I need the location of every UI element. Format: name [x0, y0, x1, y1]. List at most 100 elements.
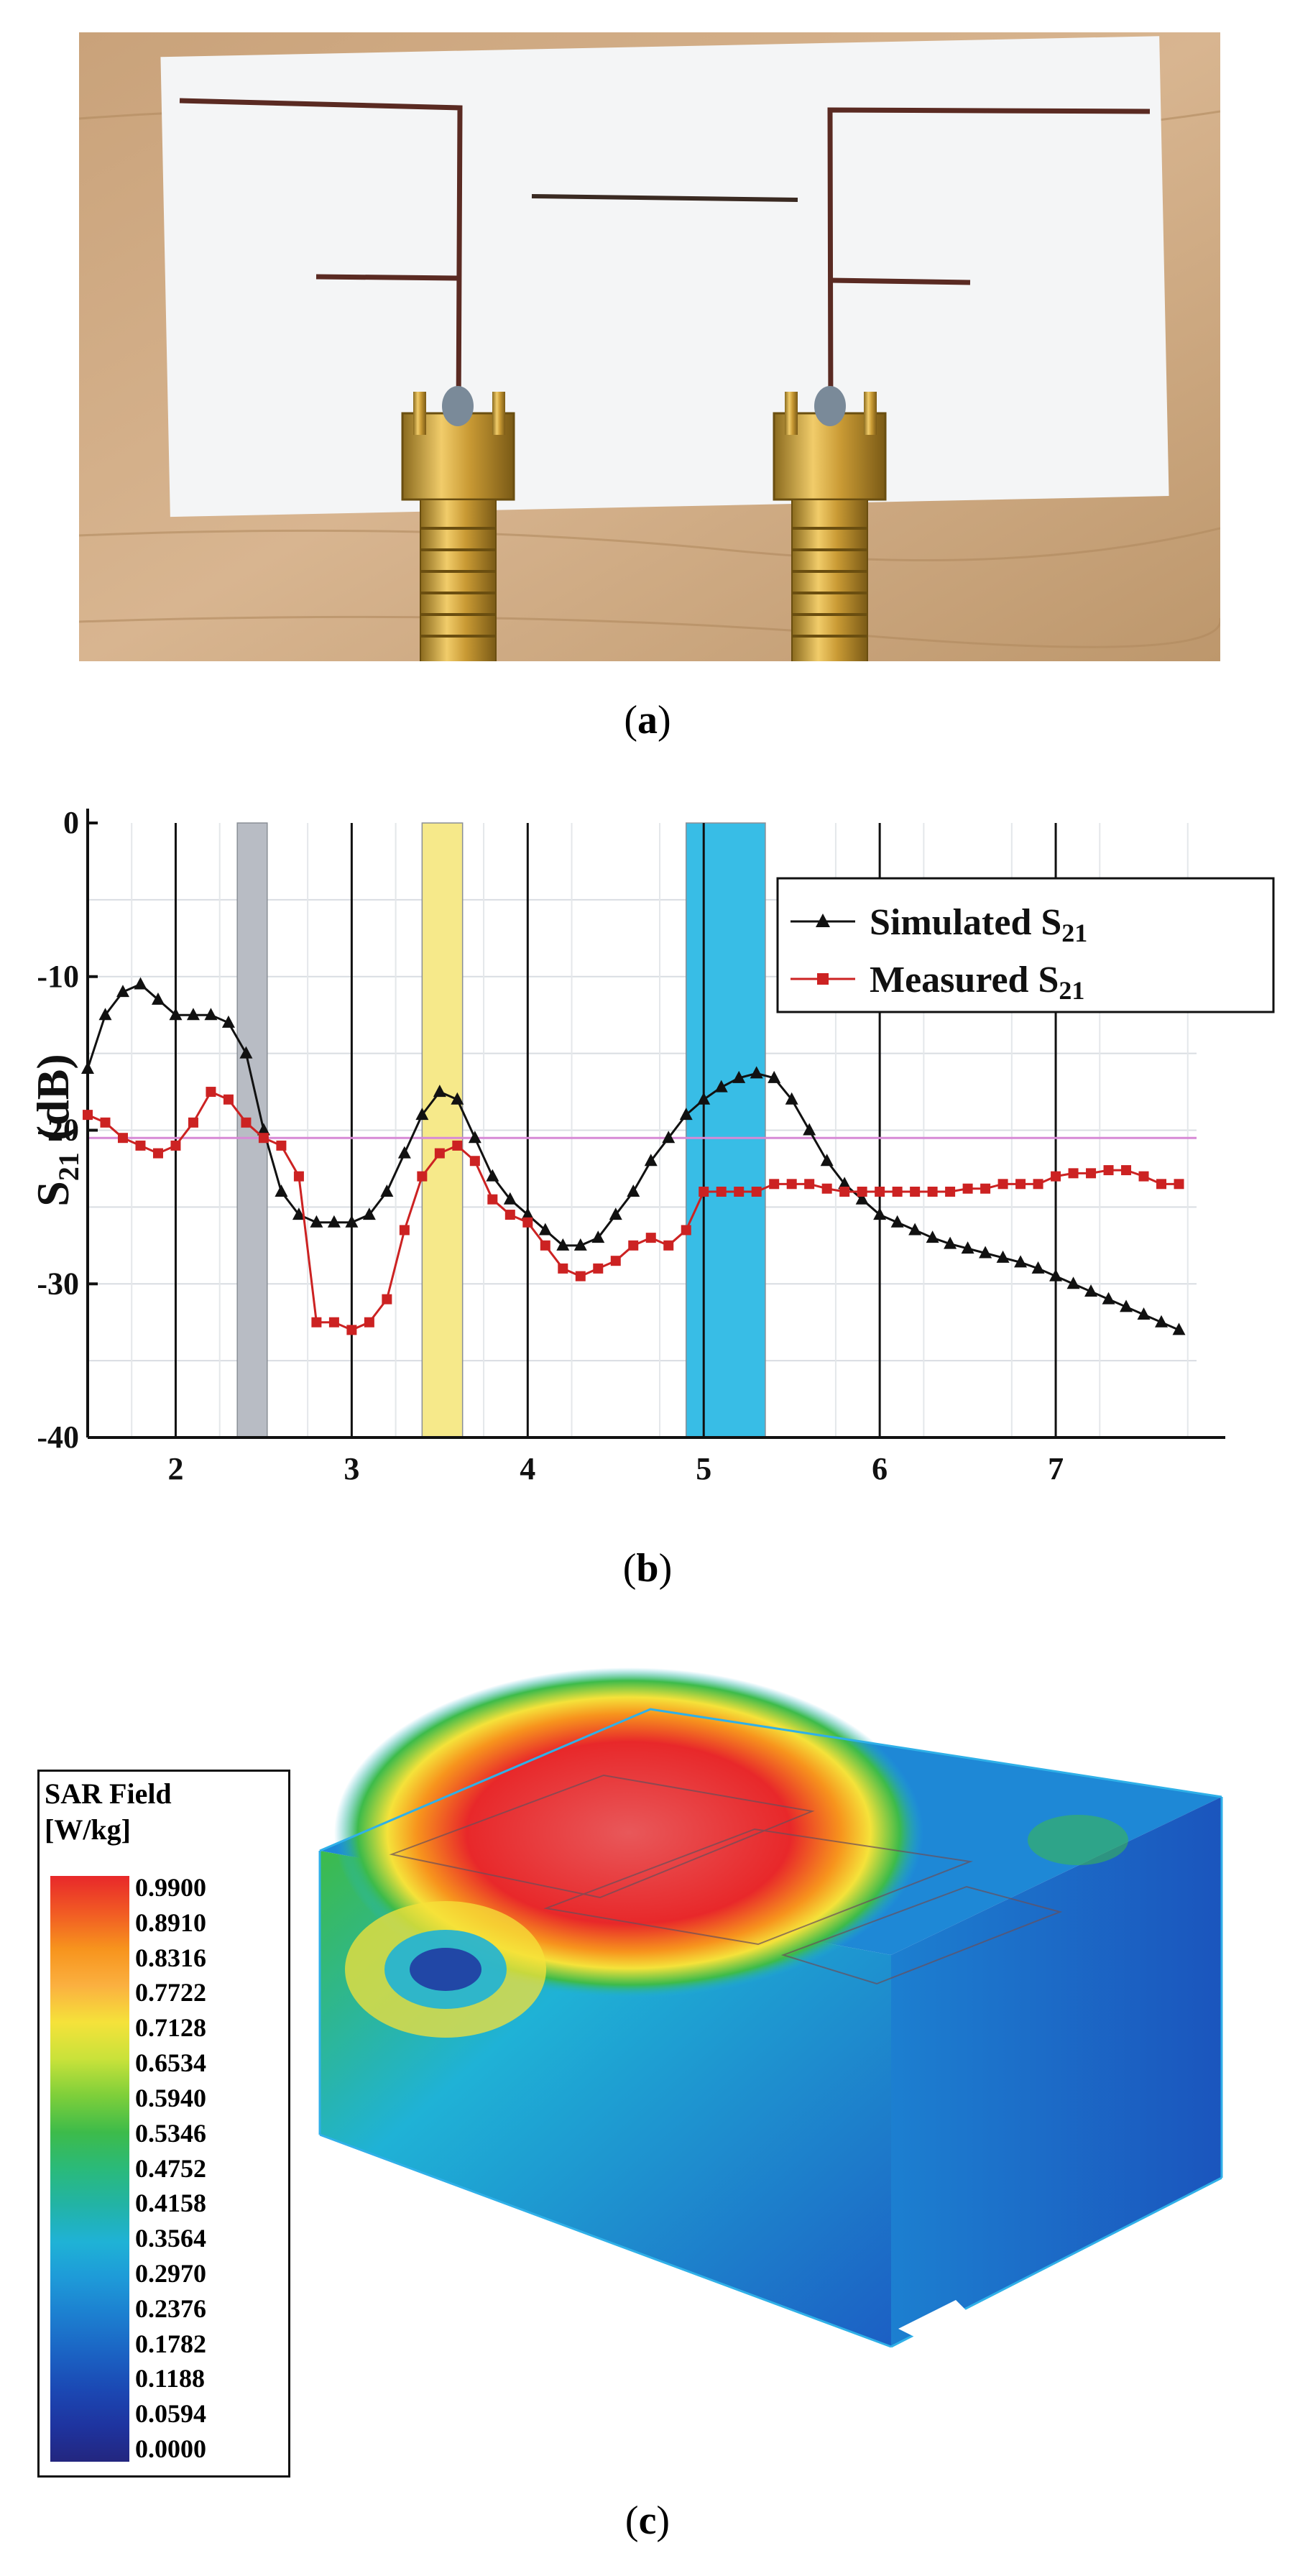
measured-point	[223, 1094, 234, 1105]
measured-point	[751, 1187, 762, 1197]
simulated-point	[116, 985, 129, 998]
x-tick-label: 3	[344, 1451, 359, 1486]
measured-point	[206, 1087, 216, 1098]
sar-colorbar	[50, 1876, 129, 2462]
y-axis-label: S21 (dB)	[27, 1054, 85, 1207]
sar-legend-value: 0.4752	[135, 2153, 206, 2183]
simulated-point	[1014, 1255, 1028, 1268]
y-tick-label: -40	[37, 1420, 79, 1455]
measured-point	[558, 1263, 568, 1274]
simulated-point	[221, 1015, 235, 1028]
sar-legend-value: 0.0000	[135, 2434, 206, 2463]
sar-legend-value: 0.4158	[135, 2189, 206, 2218]
sar-legend-unit: [W/kg]	[45, 1813, 131, 1846]
simulated-point	[890, 1215, 904, 1228]
legend-marker-triangle	[816, 914, 830, 927]
measured-point	[328, 1317, 339, 1328]
simulated-point	[961, 1241, 974, 1254]
measured-point	[188, 1117, 198, 1128]
measured-point	[540, 1240, 550, 1251]
right-antenna-trace	[827, 107, 1151, 421]
measured-point	[716, 1187, 727, 1197]
simulated-point	[451, 1092, 464, 1105]
right-sma-connector	[773, 386, 887, 661]
sar-field-render	[318, 1668, 1223, 2348]
simulated-point	[310, 1215, 323, 1228]
simulated-point	[433, 1085, 446, 1098]
measured-point	[910, 1187, 921, 1197]
simulated-point	[397, 1146, 411, 1159]
simulated-point	[855, 1192, 869, 1205]
simulated-point	[1155, 1315, 1169, 1328]
measured-point	[258, 1133, 269, 1144]
y-tick-label: -20	[37, 1113, 79, 1148]
measured-point	[504, 1210, 515, 1220]
measured-point	[804, 1179, 815, 1190]
simulated-point	[1084, 1284, 1098, 1297]
legend-box	[776, 877, 1275, 1013]
measured-point	[734, 1187, 745, 1197]
simulated-point	[609, 1208, 622, 1220]
simulated-point	[1066, 1276, 1080, 1289]
simulated-point	[81, 1062, 94, 1074]
left-sma-connector	[401, 386, 515, 661]
y-tick-label: -30	[37, 1266, 79, 1301]
measured-point	[1068, 1168, 1079, 1179]
simulated-point	[151, 992, 165, 1005]
x-tick-label: 2	[167, 1451, 183, 1486]
measured-point	[786, 1179, 797, 1190]
simulated-point	[627, 1184, 640, 1197]
measured-point	[699, 1187, 709, 1197]
x-tick-label: 5	[696, 1451, 711, 1486]
measured-point	[100, 1117, 111, 1128]
sar-legend-value: 0.5940	[135, 2083, 206, 2112]
simulated-point	[750, 1066, 763, 1079]
measured-point	[645, 1233, 656, 1243]
simulated-point	[838, 1177, 852, 1190]
measured-point	[1103, 1165, 1114, 1176]
measured-point	[875, 1187, 885, 1197]
caption-c: (c)	[625, 2498, 670, 2543]
simulated-point	[1031, 1261, 1045, 1274]
simulated-point	[697, 1092, 711, 1105]
sar-legend-values: 0.9900 0.8910 0.8316 0.7722 0.7128 0.6534 0.59…	[135, 1874, 286, 2464]
simulated-point	[644, 1154, 658, 1167]
measured-point	[364, 1317, 374, 1328]
simulated-point	[486, 1169, 499, 1182]
measured-point	[575, 1271, 586, 1282]
sar-legend-value: 0.8316	[135, 1943, 206, 1972]
simulated-point	[556, 1238, 570, 1251]
simulated-point	[98, 1008, 112, 1021]
yellow-band	[421, 822, 464, 1438]
measured-point	[1156, 1179, 1167, 1190]
simulated-point	[415, 1108, 429, 1121]
x-tick-label: 4	[520, 1451, 535, 1486]
measured-point	[962, 1183, 973, 1194]
measured-point	[663, 1240, 674, 1251]
legend-marker-square	[817, 973, 829, 985]
measured-point	[469, 1156, 480, 1167]
measured-point	[769, 1179, 780, 1190]
sar-legend-value: 0.1782	[135, 2329, 206, 2358]
caption-a: (a)	[624, 698, 671, 742]
measured-point	[487, 1194, 498, 1205]
simulated-point	[908, 1223, 922, 1236]
measured-point	[857, 1187, 867, 1197]
simulated-point	[239, 1046, 253, 1059]
simulated-point	[327, 1215, 341, 1228]
measured-point	[434, 1148, 445, 1159]
simulated-point	[1049, 1269, 1063, 1282]
measured-point	[1015, 1179, 1026, 1190]
simulated-point	[1102, 1292, 1115, 1305]
measured-point	[839, 1187, 850, 1197]
x-tick-label: 6	[872, 1451, 888, 1486]
sar-legend-value: 0.7128	[135, 2013, 206, 2043]
simulated-point	[768, 1070, 781, 1083]
measured-point	[382, 1294, 392, 1305]
sar-legend-value: 0.2376	[135, 2294, 206, 2323]
measured-point	[152, 1148, 163, 1159]
measured-point	[1138, 1171, 1149, 1182]
measured-point	[452, 1140, 463, 1151]
legend-label: Simulated S21	[870, 902, 1087, 947]
antenna-prototype-photo	[79, 32, 1220, 661]
